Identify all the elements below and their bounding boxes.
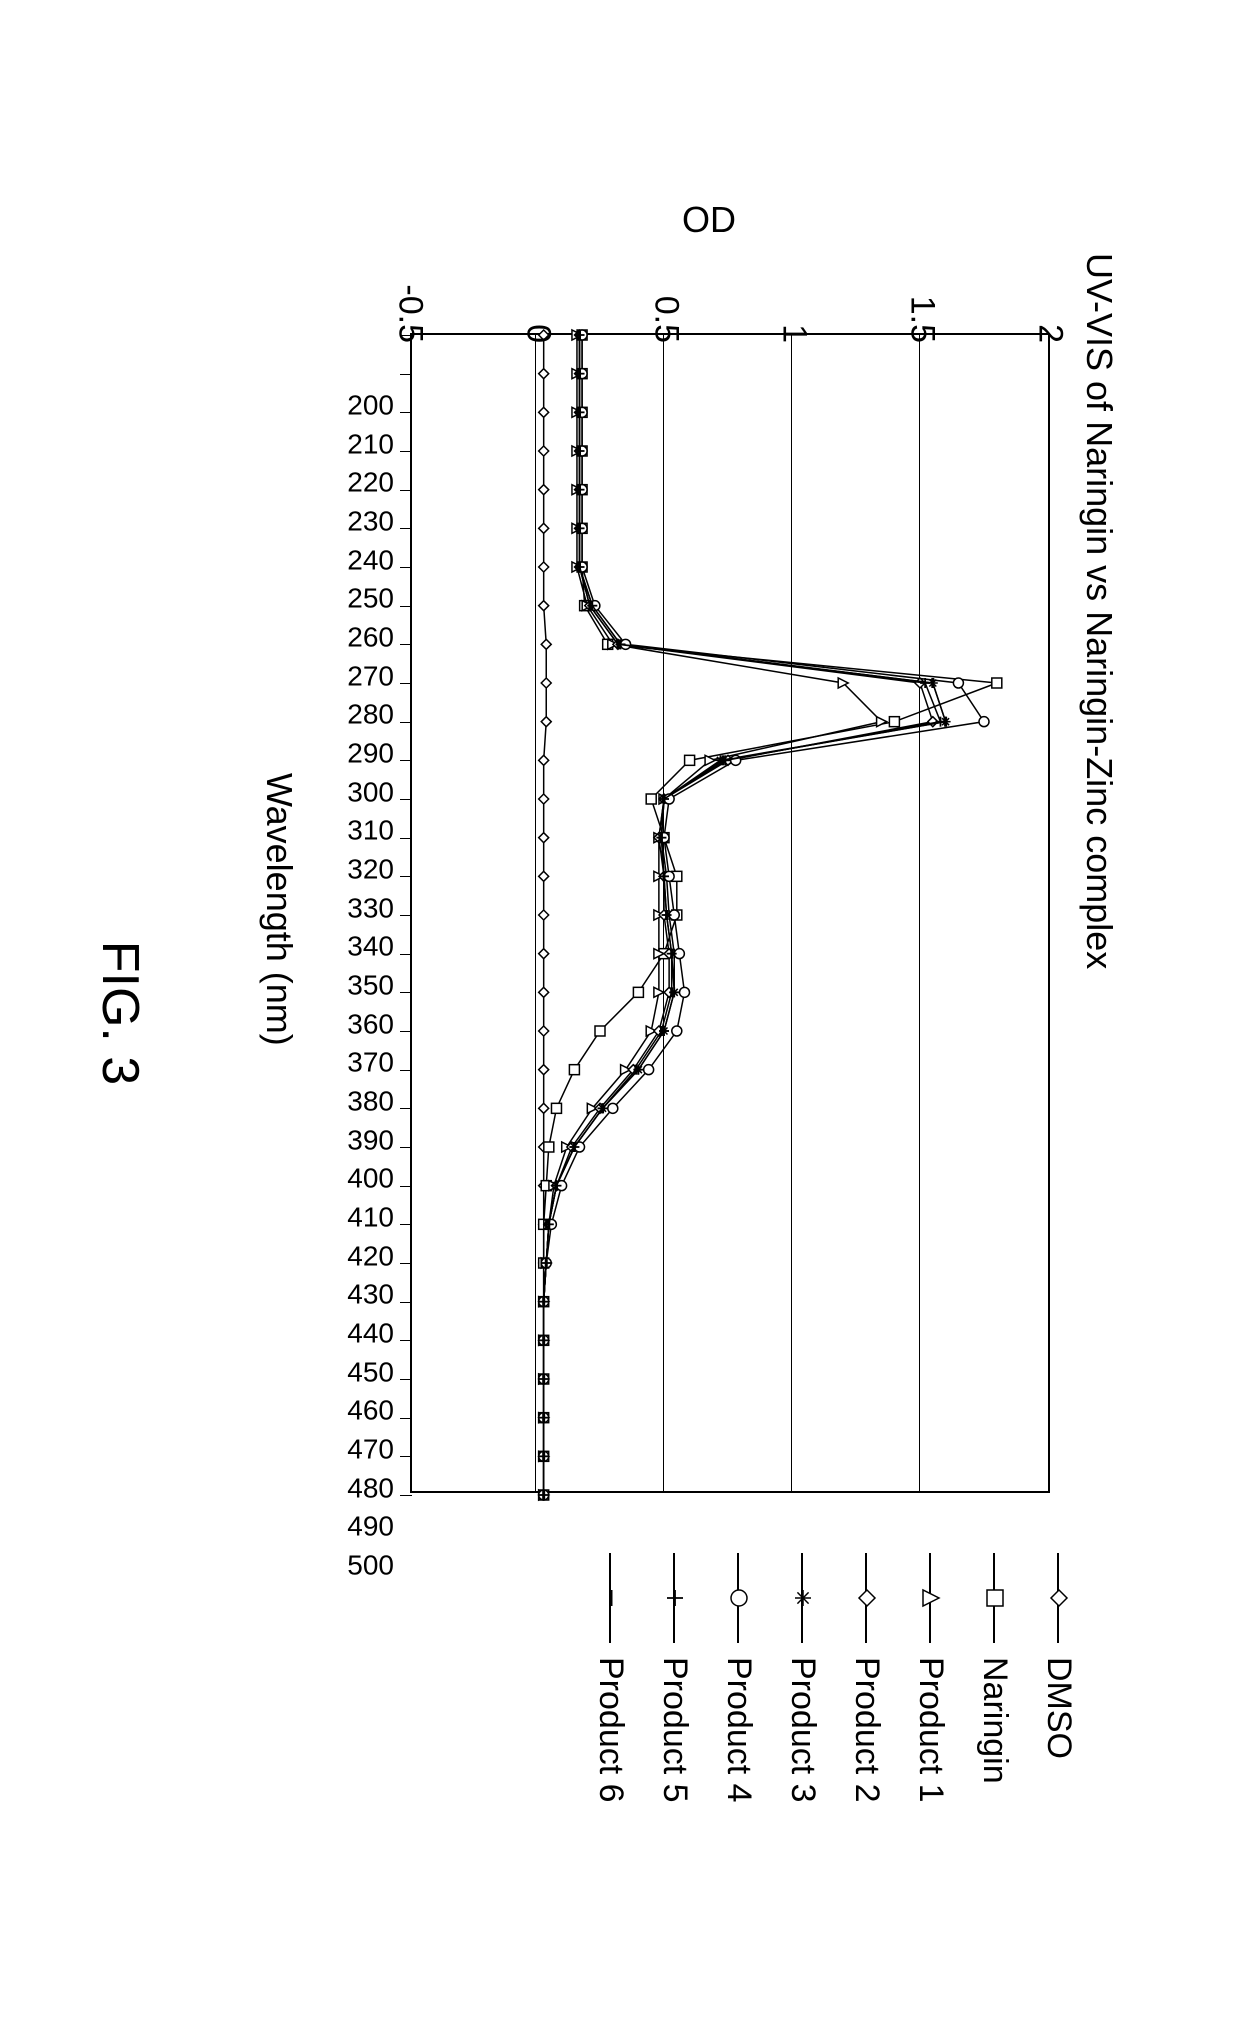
legend-item: Product 6	[590, 1553, 632, 1883]
x-tick-label: 250	[347, 583, 394, 615]
legend-label: Product 3	[784, 1657, 823, 1803]
x-tick-label: 380	[347, 1086, 394, 1118]
legend-swatch	[846, 1553, 888, 1643]
legend-item: Product 4	[718, 1553, 760, 1883]
x-tick-label: 420	[347, 1240, 394, 1272]
y-tick-label: 2	[1031, 243, 1070, 343]
series-line	[544, 335, 933, 1495]
x-tick-label: 480	[347, 1472, 394, 1504]
legend-swatch	[654, 1553, 696, 1643]
x-tick	[400, 1495, 412, 1496]
legend-label: DMSO	[1040, 1657, 1079, 1759]
legend-item: Product 5	[654, 1553, 696, 1883]
series-line	[544, 335, 941, 1495]
chart-x-axis-label: Wavelength (nm)	[258, 773, 300, 1046]
legend-swatch	[590, 1553, 632, 1643]
legend-label: Product 2	[848, 1657, 887, 1803]
legend-label: Product 6	[592, 1657, 631, 1803]
x-tick-label: 330	[347, 892, 394, 924]
chart-y-axis-label: OD	[682, 199, 736, 241]
series-line	[544, 335, 984, 1495]
x-tick-label: 410	[347, 1202, 394, 1234]
chart-container: UV-VIS of Naringin vs Naringin-Zinc comp…	[220, 213, 1120, 1513]
x-tick-label: 280	[347, 699, 394, 731]
legend-swatch	[1038, 1553, 1080, 1643]
y-tick-label: 0	[519, 243, 558, 343]
series-line	[544, 335, 997, 1495]
y-tick-label: -0.5	[391, 243, 430, 343]
x-tick-label: 340	[347, 931, 394, 963]
legend-label: Product 5	[656, 1657, 695, 1803]
x-tick-label: 240	[347, 544, 394, 576]
page: UV-VIS of Naringin vs Naringin-Zinc comp…	[0, 0, 1240, 2026]
x-tick-label: 360	[347, 1008, 394, 1040]
chart-title: UV-VIS of Naringin vs Naringin-Zinc comp…	[1078, 213, 1120, 1513]
x-tick-label: 260	[347, 622, 394, 654]
x-tick-label: 220	[347, 467, 394, 499]
x-tick-label: 210	[347, 428, 394, 460]
legend-item: DMSO	[1038, 1553, 1080, 1883]
legend-swatch	[974, 1553, 1016, 1643]
x-tick-label: 200	[347, 390, 394, 422]
series-line	[544, 335, 946, 1495]
legend-item: Product 3	[782, 1553, 824, 1883]
legend-label: Product 4	[720, 1657, 759, 1803]
x-tick-label: 320	[347, 854, 394, 886]
chart-plot-area	[410, 333, 1050, 1493]
series-line	[544, 335, 882, 1495]
legend-swatch	[718, 1553, 760, 1643]
legend-swatch	[782, 1553, 824, 1643]
y-tick-label: 1	[775, 243, 814, 343]
x-tick-label: 290	[347, 738, 394, 770]
legend-swatch	[910, 1553, 952, 1643]
series-line	[544, 335, 946, 1495]
y-tick-label: 0.5	[647, 243, 686, 343]
x-tick-label: 270	[347, 660, 394, 692]
figure-caption: FIG. 3	[90, 941, 150, 1085]
x-tick-label: 500	[347, 1550, 394, 1582]
legend-label: Product 1	[912, 1657, 951, 1803]
x-tick-label: 390	[347, 1124, 394, 1156]
x-tick-label: 490	[347, 1511, 394, 1543]
x-tick-label: 370	[347, 1047, 394, 1079]
legend-item: Product 2	[846, 1553, 888, 1883]
legend-item: Naringin	[974, 1553, 1016, 1883]
chart-svg	[408, 335, 1048, 1495]
x-tick-label: 440	[347, 1318, 394, 1350]
chart-legend: DMSO Naringin Product 1 Product 2 Product 3 P…	[568, 1553, 1080, 1883]
x-tick-label: 350	[347, 970, 394, 1002]
x-tick-label: 300	[347, 776, 394, 808]
y-tick-label: 1.5	[903, 243, 942, 343]
x-tick-label: 470	[347, 1434, 394, 1466]
x-tick-label: 230	[347, 506, 394, 538]
legend-label: Naringin	[976, 1657, 1015, 1784]
rotated-chart-wrapper: UV-VIS of Naringin vs Naringin-Zinc comp…	[70, 113, 1170, 1913]
x-tick-label: 450	[347, 1356, 394, 1388]
x-tick-label: 430	[347, 1279, 394, 1311]
x-tick-label: 460	[347, 1395, 394, 1427]
legend-item: Product 1	[910, 1553, 952, 1883]
x-tick-label: 310	[347, 815, 394, 847]
x-tick-label: 400	[347, 1163, 394, 1195]
